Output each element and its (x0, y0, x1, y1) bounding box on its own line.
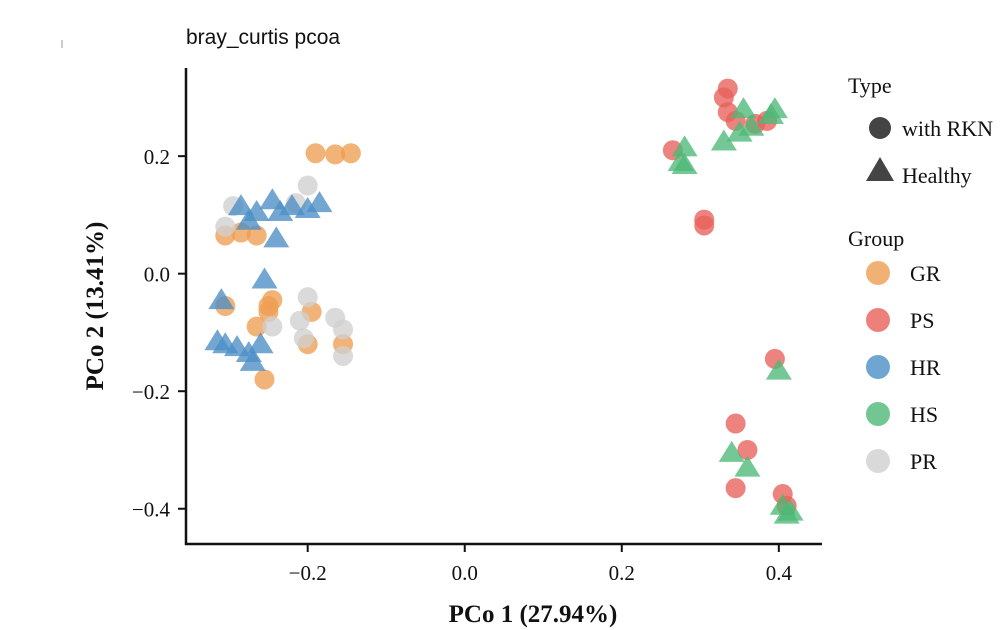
point-pr-circle (215, 216, 236, 237)
point-hr-triangle (279, 194, 305, 216)
point-pr-circle (333, 319, 354, 340)
point-gr-circle (246, 225, 267, 246)
point-hr-triangle (263, 226, 290, 248)
point-hs-triangle (773, 502, 800, 524)
y-axis-label: PCo 2 (13.41%) (82, 222, 109, 391)
x-tick-label: 0.4 (766, 561, 793, 585)
point-hs-triangle (757, 103, 784, 125)
point-hr-triangle (235, 208, 262, 230)
legend-label-hs: HS (910, 402, 938, 427)
legend-label-gr: GR (910, 261, 941, 286)
point-pr-circle (262, 316, 283, 337)
y-tick-label: −0.2 (132, 380, 170, 404)
point-hr-triangle (239, 349, 266, 371)
point-hs-triangle (726, 120, 753, 142)
legend-swatch-gr (866, 261, 890, 285)
point-pr-circle (297, 175, 318, 196)
point-ps-circle (725, 478, 746, 499)
point-hr-triangle (227, 194, 254, 216)
chart-title: bray_curtis pcoa (186, 26, 340, 49)
point-hs-triangle (730, 97, 757, 119)
point-pr-circle (289, 310, 310, 331)
point-hr-triangle (294, 197, 321, 219)
point-hs-triangle (671, 152, 698, 174)
point-gr-circle (325, 144, 346, 165)
legend-type-with-rkn: with RKN (902, 116, 993, 141)
y-tick-label: −0.4 (132, 498, 171, 522)
point-hr-triangle (267, 199, 294, 221)
point-ps-circle (737, 439, 758, 460)
legend-type-healthy: Healthy (902, 163, 972, 188)
data-points (204, 78, 804, 524)
legend-label-ps: PS (910, 308, 934, 333)
legend-swatch-ps (866, 308, 890, 332)
point-gr-circle (340, 143, 361, 164)
x-tick-label: 0.0 (452, 561, 478, 585)
point-gr-circle (305, 143, 326, 164)
legend-group-title: Group (848, 226, 904, 251)
y-tick-label: 0.2 (144, 145, 170, 169)
point-pr-circle (297, 287, 318, 308)
point-hr-triangle (247, 332, 274, 354)
point-hs-triangle (710, 129, 737, 151)
legend-swatch-hr (866, 355, 890, 379)
point-hr-triangle (306, 191, 333, 213)
legend: Type with RKN Healthy Group GR PS HR HS PR (848, 73, 993, 474)
legend-label-pr: PR (910, 449, 937, 474)
x-tick-label: −0.2 (289, 561, 327, 585)
point-pr-circle (293, 328, 314, 349)
point-gr-circle (254, 369, 275, 390)
legend-group-items: GR PS HR HS PR (866, 261, 941, 474)
legend-type-title: Type (848, 73, 892, 98)
point-hr-triangle (208, 288, 235, 310)
legend-swatch-pr (866, 449, 890, 473)
x-axis-label: PCo 1 (27.94%) (449, 601, 618, 628)
legend-triangle-shape (866, 157, 894, 181)
legend-swatch-hs (866, 402, 890, 426)
point-pr-circle (333, 345, 354, 366)
y-axis-ticks: 0.2 0.0 −0.2 −0.4 (132, 145, 186, 522)
x-tick-label: 0.2 (609, 561, 635, 585)
point-ps-circle (694, 215, 715, 236)
point-hs-triangle (671, 135, 698, 157)
point-hs-triangle (765, 358, 792, 380)
point-ps-circle (725, 413, 746, 434)
point-hs-triangle (734, 455, 761, 477)
legend-circle-shape (869, 117, 891, 139)
x-axis-ticks: −0.2 0.0 0.2 0.4 (289, 544, 793, 585)
legend-label-hr: HR (910, 355, 941, 380)
y-tick-label: 0.0 (144, 263, 170, 287)
point-hs-triangle (718, 440, 745, 462)
point-gr-circle (246, 316, 267, 337)
point-hr-triangle (251, 267, 278, 289)
